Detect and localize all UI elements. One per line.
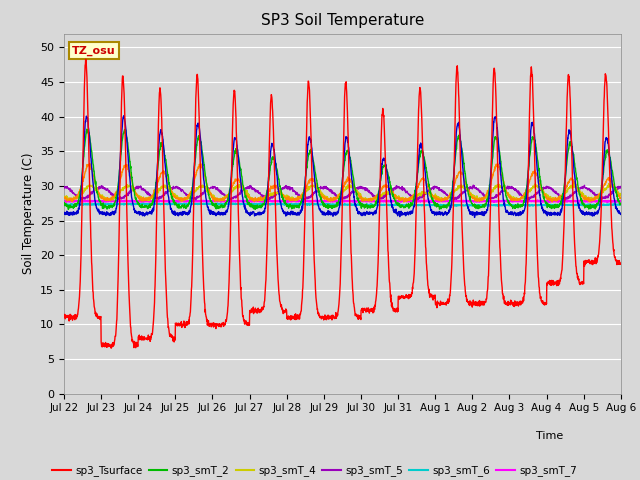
- Text: TZ_osu: TZ_osu: [72, 46, 116, 56]
- Text: Time: Time: [536, 431, 563, 441]
- Y-axis label: Soil Temperature (C): Soil Temperature (C): [22, 153, 35, 275]
- Title: SP3 Soil Temperature: SP3 Soil Temperature: [260, 13, 424, 28]
- Legend: sp3_Tsurface, sp3_smT_1, sp3_smT_2, sp3_smT_3, sp3_smT_4, sp3_smT_5, sp3_smT_6, : sp3_Tsurface, sp3_smT_1, sp3_smT_2, sp3_…: [48, 461, 581, 480]
